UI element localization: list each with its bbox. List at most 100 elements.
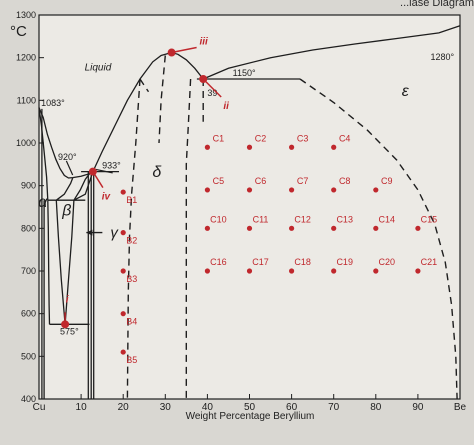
solid-line-beta-top-right xyxy=(73,173,91,201)
special-point-label: iv xyxy=(102,192,112,203)
gamma-arrowhead xyxy=(86,229,93,236)
temperature-label: 1150° xyxy=(233,68,256,78)
sample-point-c1 xyxy=(204,144,210,150)
y-tick-label: 600 xyxy=(21,309,36,319)
solid-line-liquidus-epsilon xyxy=(202,25,461,80)
sample-point-label: C11 xyxy=(253,214,269,224)
special-point-arrow xyxy=(202,78,222,98)
sample-point-b1 xyxy=(120,189,126,195)
x-tick-label: Be xyxy=(454,402,467,413)
sample-point-label: B1 xyxy=(126,195,137,205)
x-tick-label: 60 xyxy=(286,402,298,413)
x-axis-label: Weight Percentage Beryllium xyxy=(186,411,315,422)
dashed-line-delta-inner xyxy=(158,55,166,144)
y-tick-label: 1000 xyxy=(16,138,36,148)
sample-point-label: C17 xyxy=(252,257,269,267)
sample-point-label: C7 xyxy=(297,176,309,186)
x-tick-label: 40 xyxy=(202,402,214,413)
sample-point-b4 xyxy=(120,311,126,317)
sample-point-c9 xyxy=(373,187,379,193)
sample-point-label: C10 xyxy=(210,214,227,224)
sample-point-label: B4 xyxy=(126,317,137,327)
y-tick-label: 1200 xyxy=(16,53,36,63)
solid-line-beta-right xyxy=(64,200,75,325)
special-point-arrow xyxy=(171,46,197,54)
sample-point-label: C5 xyxy=(213,176,225,186)
y-tick-label: 1100 xyxy=(17,95,36,105)
sample-point-label: C1 xyxy=(213,133,225,143)
solid-line-beta-left xyxy=(55,200,66,325)
gamma-label: γ xyxy=(110,225,119,242)
axes: Cu 10 20 30 40 50 60 70 80 90 Be 400 500 600 700 800 900… xyxy=(16,10,467,413)
temperature-label: 1280° xyxy=(431,52,455,62)
sample-point-label: C8 xyxy=(339,176,351,186)
temperature-label: 39 xyxy=(207,88,217,98)
annotation-arrow xyxy=(95,168,113,174)
phase-label: ε xyxy=(402,83,410,100)
special-point-arrow xyxy=(92,171,104,188)
x-tick-label: 20 xyxy=(118,402,130,413)
sample-point-label: C3 xyxy=(297,133,309,143)
y-tick-label: 500 xyxy=(21,351,36,361)
sample-point-label: C15 xyxy=(421,214,438,224)
sample-point-label: C19 xyxy=(336,257,353,267)
sample-point-label: C18 xyxy=(294,257,311,267)
sample-point-c16 xyxy=(204,268,210,274)
dashed-line-epsilon-boundary xyxy=(299,78,458,400)
dashed-line-delta-left xyxy=(126,78,141,400)
sample-point-label: C20 xyxy=(379,257,396,267)
special-point-label: i xyxy=(66,294,69,305)
sample-point-c8 xyxy=(331,187,337,193)
sample-point-c18 xyxy=(289,268,295,274)
temperature-label: 933° xyxy=(102,161,121,171)
sample-point-label: C21 xyxy=(421,257,438,267)
sample-point-c5 xyxy=(204,187,210,193)
annotation-arrow xyxy=(65,160,74,176)
phase-label: α xyxy=(38,194,48,211)
x-tick-label: 70 xyxy=(328,402,340,413)
solid-line-beta-top-left xyxy=(55,177,74,201)
y-tick-label: 400 xyxy=(21,394,36,404)
sample-point-c10 xyxy=(204,225,210,231)
x-tick-label: 30 xyxy=(160,402,172,413)
sample-point-c19 xyxy=(331,268,337,274)
solid-line-alpha-solvus xyxy=(47,200,51,325)
x-tick-label: 50 xyxy=(244,402,256,413)
sample-point-label: C2 xyxy=(255,133,267,143)
sample-point-c21 xyxy=(415,268,421,274)
temperature-label: 920° xyxy=(58,152,77,162)
x-tick-label: 10 xyxy=(76,402,88,413)
phase-labels: Liquid αβ δ ε γ 1083° 920° 933° 1150° 1280° 39 575° xyxy=(38,52,454,337)
y-tick-label: 1300 xyxy=(16,10,36,20)
sample-point-c3 xyxy=(289,144,295,150)
phase-boundaries xyxy=(38,25,461,400)
sample-point-c15 xyxy=(415,225,421,231)
y-tick-label: 700 xyxy=(21,266,36,276)
sample-point-label: C13 xyxy=(336,214,353,224)
phase-label: δ xyxy=(152,164,162,181)
sample-point-label: B5 xyxy=(126,355,137,365)
temperature-label: 1083° xyxy=(41,98,65,108)
x-tick-label: 90 xyxy=(412,402,424,413)
sample-point-c17 xyxy=(246,268,253,274)
sample-point-label: C16 xyxy=(210,257,227,267)
sample-point-c11 xyxy=(246,225,253,231)
sample-point-c20 xyxy=(373,268,379,274)
sample-point-c7 xyxy=(289,187,295,193)
y-tick-label: 900 xyxy=(21,181,36,191)
solid-line-beta-to-gamma xyxy=(73,171,94,201)
sample-point-c14 xyxy=(373,225,379,231)
temperature-label: 575° xyxy=(60,327,79,337)
y-tick-label: 800 xyxy=(21,223,36,233)
y-axis-label: °C xyxy=(10,23,27,40)
solid-line-liquidus-cu xyxy=(38,107,94,179)
solid-line-solidus-alpha xyxy=(38,107,49,201)
sample-point-label: C6 xyxy=(255,176,267,186)
x-tick-label: Cu xyxy=(33,402,46,413)
dashed-line-delta-right xyxy=(185,78,192,399)
sample-point-c6 xyxy=(246,187,253,193)
x-tick-label: 80 xyxy=(370,402,382,413)
